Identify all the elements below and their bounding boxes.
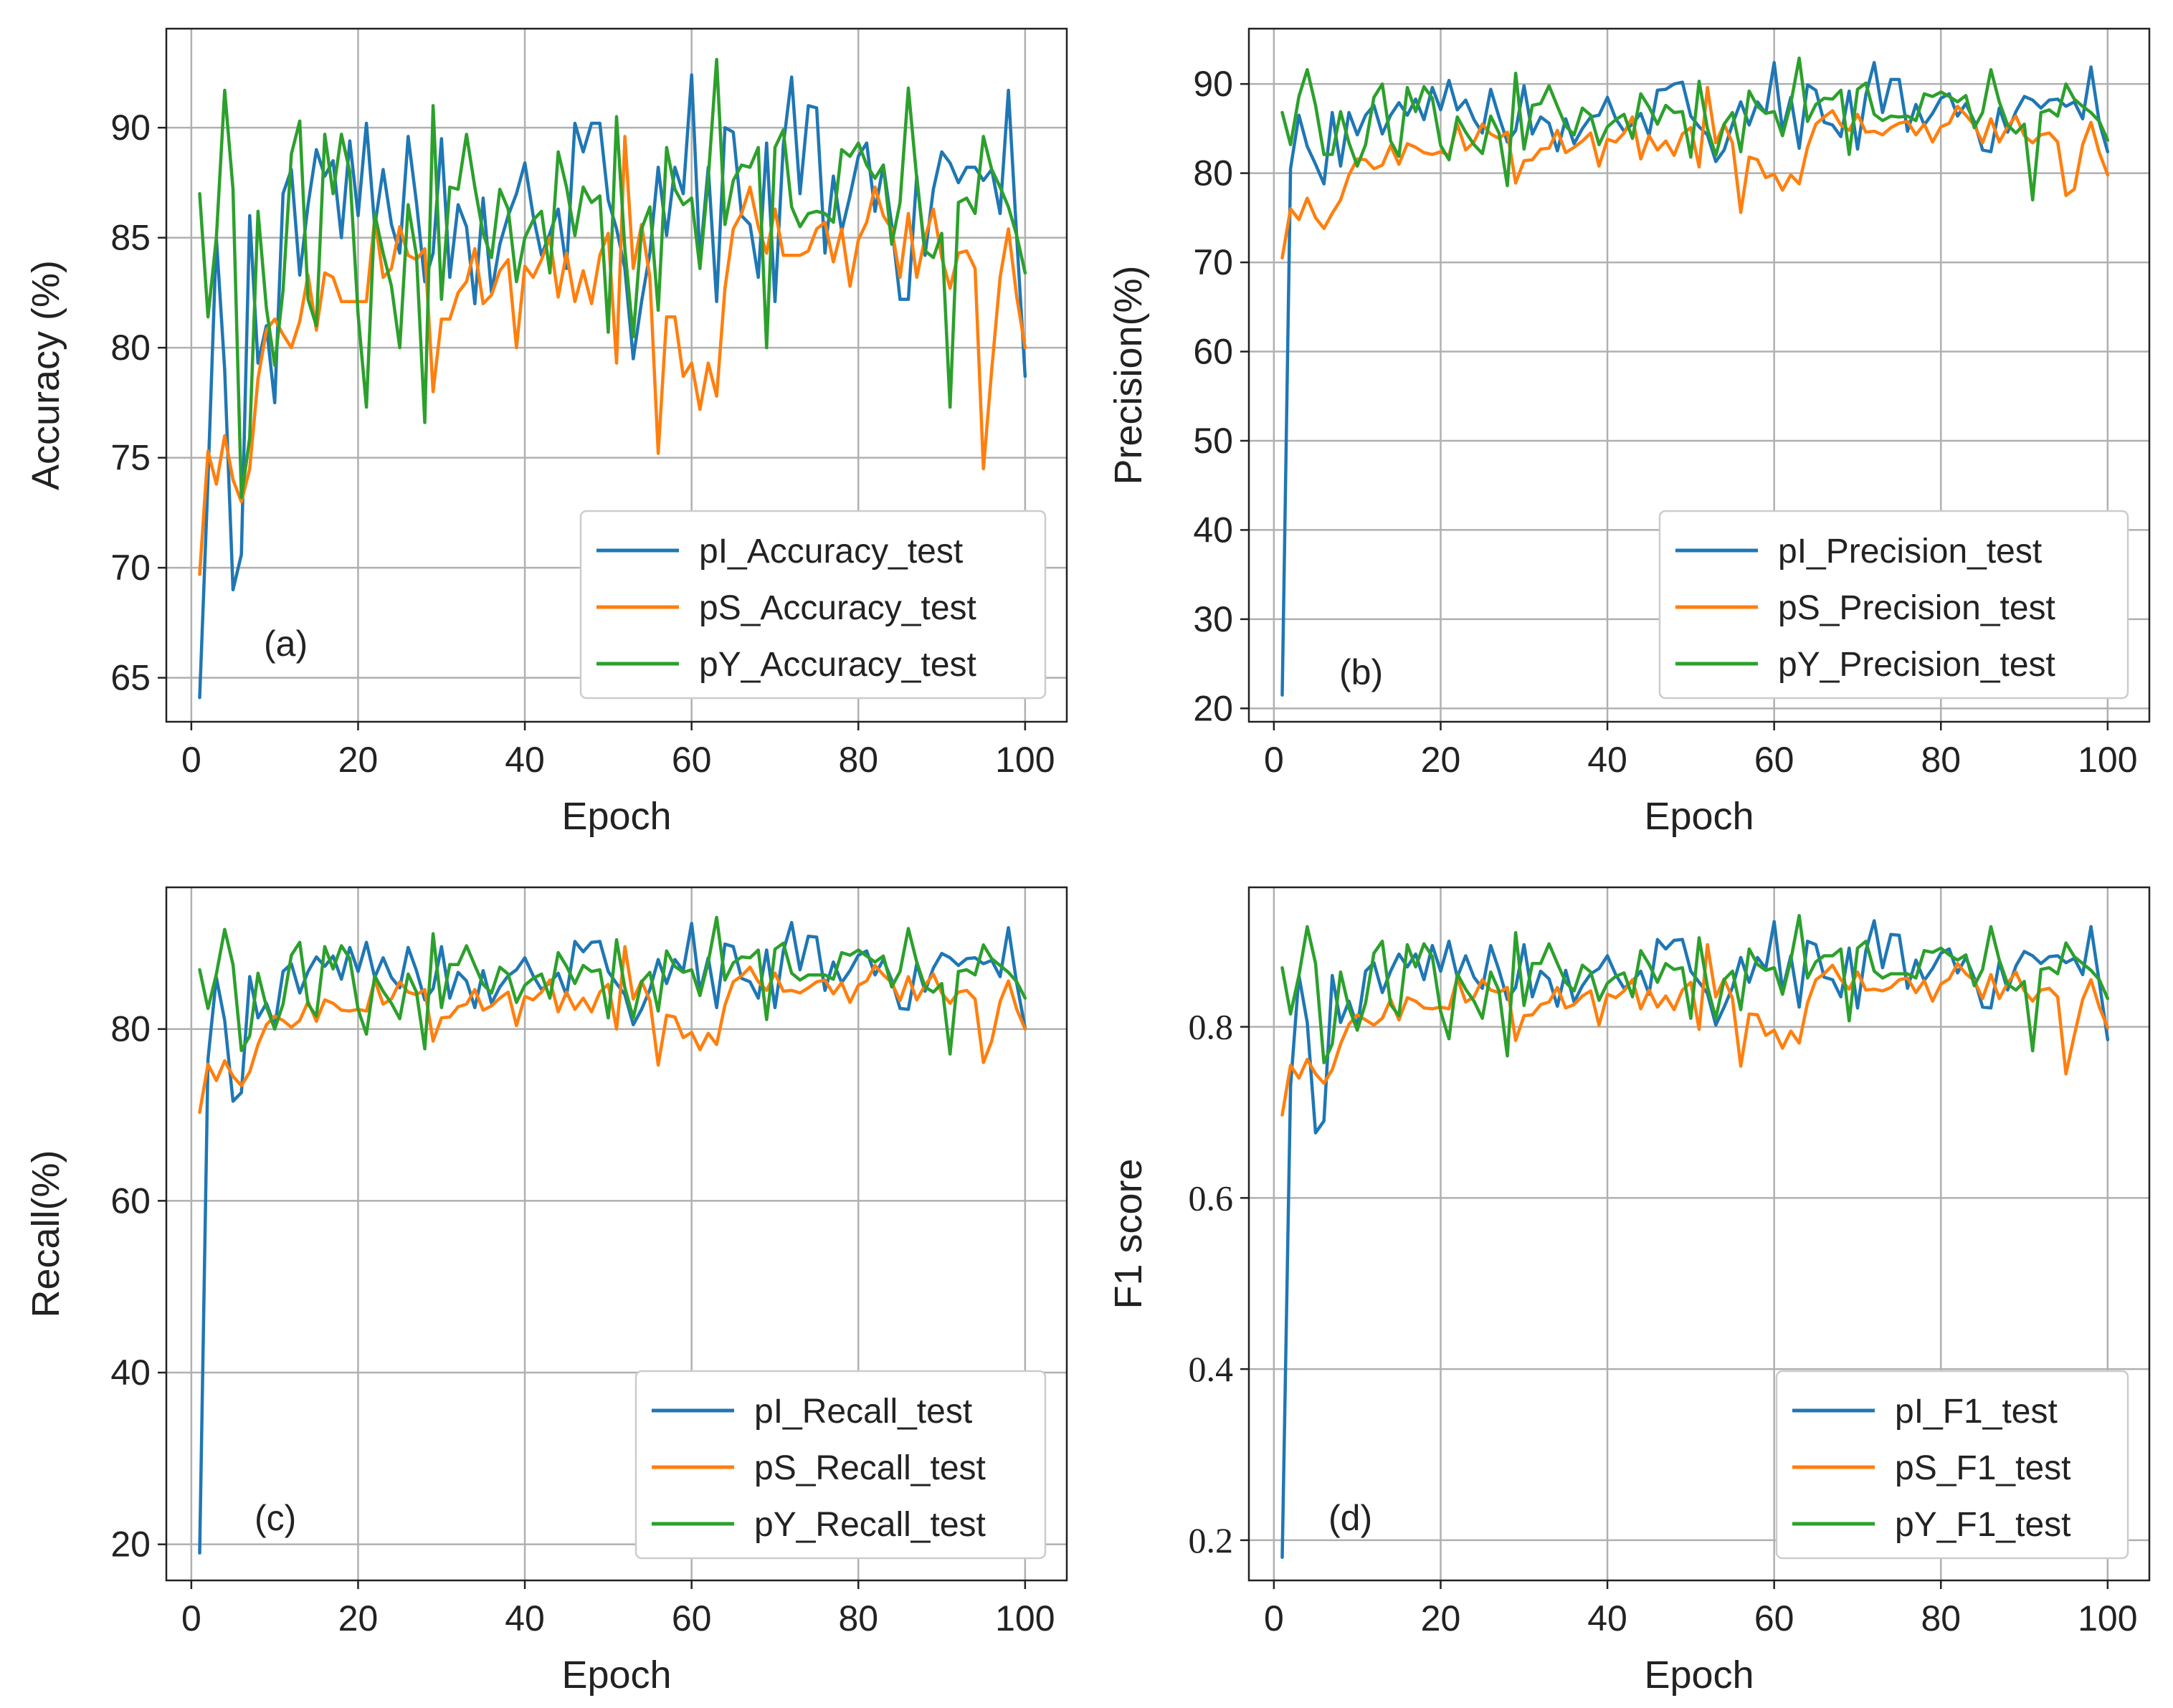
x-tick-label: 40 — [1587, 1598, 1627, 1638]
x-tick-label: 60 — [1754, 740, 1794, 780]
legend-entry-pI: pI_F1_test — [1895, 1393, 2058, 1431]
x-axis-label: Epoch — [1644, 1654, 1754, 1697]
series-line-pY — [198, 57, 1027, 500]
legend: pI_Accuracy_test pS_Accuracy_test pY_Accur… — [579, 510, 1047, 700]
x-tick-label: 20 — [1421, 1598, 1461, 1638]
legend-entry-pY: pY_Precision_test — [1778, 646, 2055, 684]
y-tick-label: 90 — [110, 108, 151, 148]
panel-tag: (d) — [1328, 1498, 1372, 1538]
y-tick-label: 60 — [110, 1180, 151, 1221]
x-tick-label: 20 — [338, 740, 379, 780]
x-tick-label: 100 — [2078, 740, 2137, 780]
x-tick-label: 40 — [1587, 740, 1627, 780]
x-tick-label: 0 — [181, 1598, 201, 1638]
series-group — [1280, 914, 2110, 1560]
x-tick-label: 100 — [995, 740, 1055, 780]
x-tick-label: 0 — [1264, 1598, 1284, 1638]
series-line-pS — [198, 135, 1027, 576]
y-axis-label: F1 score — [1107, 1158, 1150, 1309]
series-group — [198, 57, 1027, 700]
axes-frame — [1247, 886, 2151, 1582]
x-tick-label: 20 — [1421, 740, 1461, 780]
x-axis-label: Epoch — [561, 1654, 671, 1697]
y-tick-label: 90 — [1193, 64, 1233, 104]
axes-frame — [165, 886, 1068, 1582]
x-tick-label: 100 — [995, 1598, 1055, 1638]
y-tick-label: 70 — [110, 548, 151, 588]
y-tick-label: 0.8 — [1189, 1007, 1234, 1047]
y-tick-label: 75 — [110, 438, 151, 478]
y-tick-label: 80 — [110, 1009, 151, 1049]
series-group — [198, 915, 1027, 1555]
x-tick-label: 100 — [2078, 1598, 2137, 1638]
x-tick-label: 40 — [505, 740, 545, 780]
series-line-pY — [198, 915, 1027, 1056]
x-tick-label: 40 — [505, 1598, 545, 1638]
y-tick-label: 20 — [1193, 688, 1233, 728]
series-line-pS — [198, 945, 1027, 1115]
y-axis-label: Accuracy (%) — [24, 260, 67, 490]
chart-panel-a: 0 20 40 60 80 100 65 70 75 80 85 90 Epoch Accuracy (%… — [24, 27, 1068, 838]
x-axis-label: Epoch — [1644, 795, 1754, 838]
x-tick-label: 60 — [672, 740, 712, 780]
y-tick-label: 0.4 — [1189, 1349, 1234, 1389]
y-tick-label: 80 — [110, 328, 151, 368]
legend-frame — [634, 1370, 1047, 1560]
legend: pI_Precision_test pS_Precision_test pY_Pre… — [1658, 510, 2129, 700]
axes-frame — [165, 27, 1068, 723]
x-tick-label: 60 — [672, 1598, 712, 1638]
y-tick-label: 65 — [110, 658, 151, 698]
legend-entry-pI: pI_Accuracy_test — [699, 533, 963, 571]
legend-frame — [1658, 510, 2129, 700]
x-tick-label: 0 — [1264, 740, 1284, 780]
panel-tag: (b) — [1339, 652, 1383, 692]
chart-panel-c: 0 20 40 60 80 100 20 40 60 80 Epoch Recall(%) (c) pI_… — [24, 886, 1068, 1697]
legend: pI_F1_test pS_F1_test pY_F1_test — [1775, 1370, 2129, 1560]
legend-frame — [579, 510, 1047, 700]
legend-entry-pY: pY_F1_test — [1895, 1506, 2070, 1544]
panel-tag: (a) — [264, 624, 308, 664]
y-tick-label: 40 — [1193, 510, 1233, 550]
y-tick-label: 70 — [1193, 242, 1233, 282]
legend-entry-pY: pY_Recall_test — [754, 1506, 986, 1544]
legend-entry-pI: pI_Recall_test — [754, 1393, 972, 1431]
series-line-pY — [1280, 56, 2110, 202]
x-tick-label: 20 — [338, 1598, 379, 1638]
legend-entry-pI: pI_Precision_test — [1778, 533, 2042, 571]
y-tick-label: 80 — [1193, 153, 1233, 194]
x-tick-label: 80 — [1921, 1598, 1961, 1638]
x-tick-label: 80 — [838, 1598, 878, 1638]
chart-panel-b: 0 20 40 60 80 100 20 30 40 50 60 70 80 90 Epoch Precisi… — [1107, 27, 2151, 838]
series-group — [1280, 56, 2110, 697]
y-axis-label: Recall(%) — [24, 1150, 67, 1317]
y-tick-label: 20 — [110, 1525, 151, 1565]
y-axis-label: Precision(%) — [1107, 265, 1150, 485]
legend-entry-pS: pS_F1_test — [1895, 1449, 2070, 1487]
series-line-pY — [1280, 914, 2110, 1064]
x-tick-label: 60 — [1754, 1598, 1794, 1638]
legend-entry-pS: pS_Recall_test — [754, 1449, 986, 1487]
legend-entry-pS: pS_Accuracy_test — [699, 589, 976, 627]
x-tick-label: 80 — [1921, 740, 1961, 780]
y-tick-label: 40 — [110, 1352, 151, 1393]
axes-frame — [1247, 27, 2151, 723]
y-tick-label: 0.2 — [1189, 1520, 1234, 1560]
series-line-pS — [1280, 943, 2110, 1117]
legend-entry-pS: pS_Precision_test — [1778, 589, 2055, 627]
x-tick-label: 0 — [181, 740, 201, 780]
series-line-pS — [1280, 85, 2110, 260]
y-tick-label: 60 — [1193, 332, 1233, 372]
y-tick-label: 85 — [110, 218, 151, 258]
legend-entry-pY: pY_Accuracy_test — [699, 646, 976, 684]
x-tick-label: 80 — [838, 740, 878, 780]
legend: pI_Recall_test pS_Recall_test pY_Recall_te… — [634, 1370, 1047, 1560]
y-tick-label: 0.6 — [1189, 1178, 1234, 1218]
y-tick-label: 30 — [1193, 599, 1233, 639]
x-axis-label: Epoch — [561, 795, 671, 838]
chart-panel-d: 0 20 40 60 80 100 0.2 0.4 0.6 0.8 Epoch F1 score (d)… — [1107, 886, 2151, 1697]
panel-tag: (c) — [255, 1498, 296, 1538]
y-tick-label: 50 — [1193, 421, 1233, 461]
legend-frame — [1775, 1370, 2129, 1560]
